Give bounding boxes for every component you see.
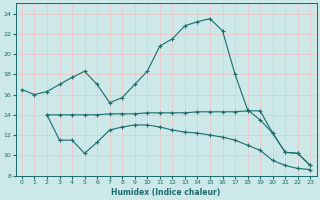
- X-axis label: Humidex (Indice chaleur): Humidex (Indice chaleur): [111, 188, 221, 197]
